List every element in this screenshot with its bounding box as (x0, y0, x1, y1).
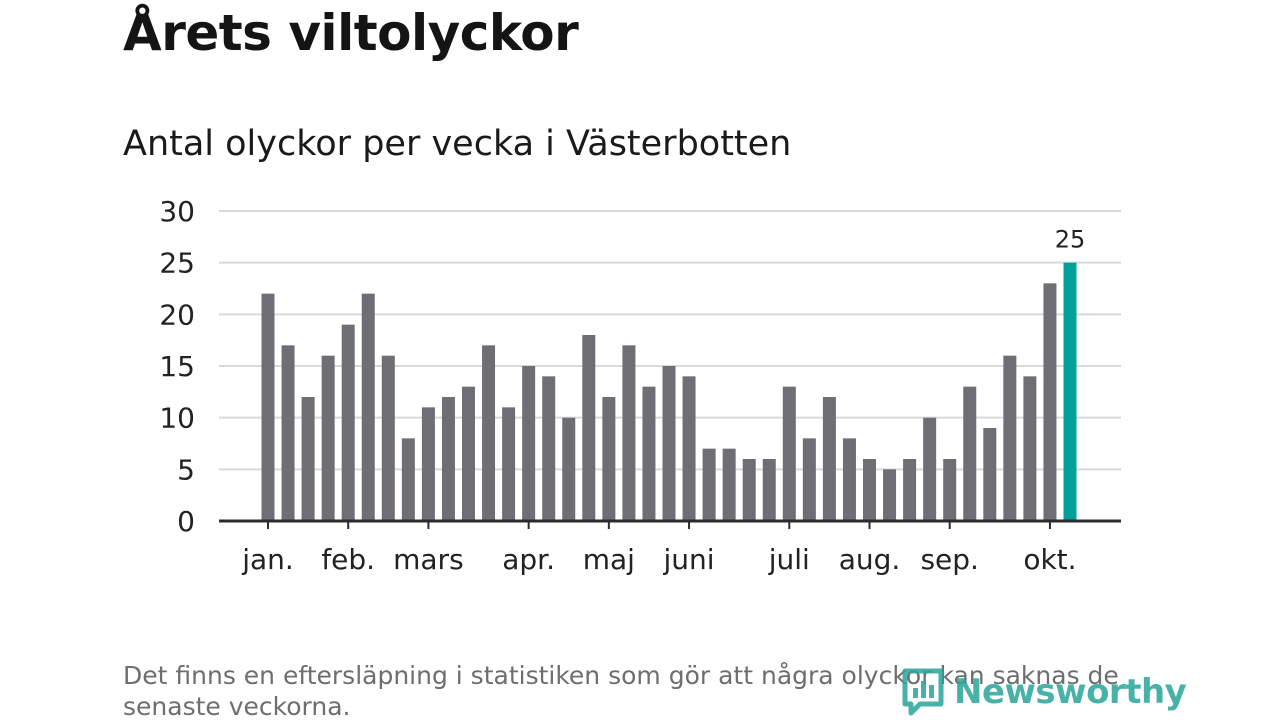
bar (301, 397, 315, 521)
bar (582, 335, 596, 521)
y-tick-label: 20 (159, 298, 195, 331)
chart-subtitle: Antal olyckor per vecka i Västerbotten (123, 124, 792, 164)
bar (903, 459, 917, 521)
y-tick-label: 30 (159, 195, 195, 228)
bar (321, 355, 335, 521)
bar (842, 438, 856, 521)
chart-title: Årets viltolyckor (123, 4, 579, 62)
x-tick-label: juni (663, 543, 715, 576)
y-tick-label: 10 (159, 402, 195, 435)
bar (1023, 376, 1037, 521)
x-tick-label: jan. (241, 543, 294, 576)
x-tick-label: maj (583, 543, 635, 576)
x-tick-label: okt. (1023, 543, 1076, 576)
bar (602, 397, 616, 521)
bar (261, 293, 275, 521)
bar (1043, 283, 1057, 521)
bar (983, 428, 997, 521)
bar (642, 386, 656, 521)
bar (522, 366, 536, 521)
bar (943, 459, 957, 521)
bar-chart-speech-icon (902, 668, 944, 716)
x-tick-label: feb. (321, 543, 375, 576)
logo-text: Newsworthy (954, 672, 1187, 712)
data-label: 25 (1055, 226, 1086, 254)
bar (441, 397, 455, 521)
y-tick-label: 5 (177, 453, 195, 486)
x-tick-label: aug. (839, 543, 901, 576)
bar (662, 366, 676, 521)
bar (682, 376, 696, 521)
bar (1003, 355, 1017, 521)
bar (341, 324, 355, 521)
bar (883, 469, 897, 521)
x-tick-label: sep. (920, 543, 979, 576)
bar (562, 417, 576, 521)
bar (381, 355, 395, 521)
bar (401, 438, 415, 521)
footnote: Det finns en eftersläpning i statistiken… (123, 661, 1119, 721)
y-tick-label: 25 (159, 247, 195, 280)
y-tick-label: 0 (177, 505, 195, 538)
bar (502, 407, 516, 521)
y-tick-label: 15 (159, 350, 195, 383)
bar (462, 386, 475, 521)
newsworthy-logo: Newsworthy (902, 668, 1187, 716)
bar (822, 397, 836, 521)
x-tick-label: mars (393, 543, 464, 576)
bar (782, 386, 796, 521)
bar (421, 407, 435, 521)
bar (281, 345, 295, 521)
bar (542, 376, 556, 521)
x-tick-label: juli (768, 543, 810, 576)
bar (963, 386, 977, 521)
bar (622, 345, 636, 521)
bar (702, 448, 716, 521)
bar (923, 417, 937, 521)
bar (361, 293, 375, 521)
bar (722, 448, 736, 521)
bar (482, 345, 496, 521)
x-tick-label: apr. (502, 543, 555, 576)
bar (802, 438, 816, 521)
bar (762, 459, 776, 521)
bar (863, 459, 876, 521)
bar (742, 459, 756, 521)
bar-highlight (1063, 262, 1077, 521)
